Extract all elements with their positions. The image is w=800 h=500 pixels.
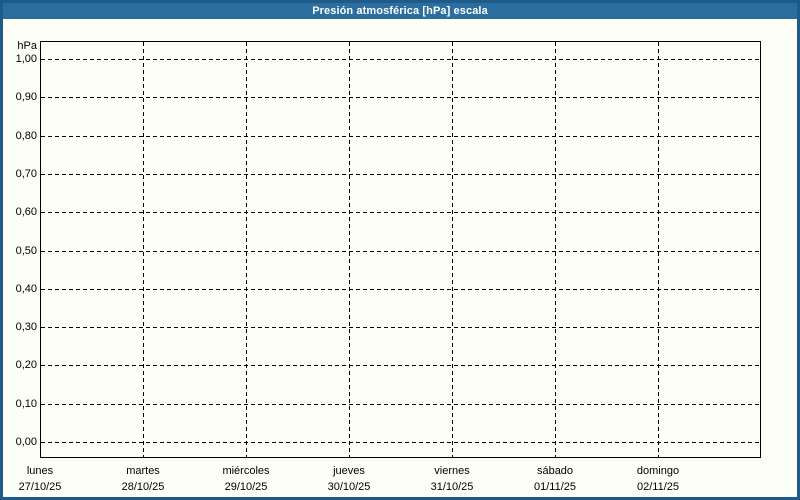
y-gridline (41, 288, 760, 290)
x-gridline (246, 42, 247, 457)
x-tick-label: lunes 27/10/25 (3, 463, 91, 495)
y-axis-unit-label: hPa (17, 40, 37, 52)
x-axis-date-label: 31/10/25 (430, 481, 474, 493)
y-gridline (41, 365, 760, 367)
y-tick-label: 0,90 (15, 91, 37, 104)
y-tick-label: 0,10 (15, 397, 37, 410)
y-tick-label: 0,60 (15, 206, 37, 219)
x-axis-date-label: 02/11/25 (636, 481, 679, 493)
x-tick-label: viernes 31/10/25 (401, 463, 503, 495)
y-tick-label: 0,50 (15, 244, 37, 257)
x-axis-date-label: 30/10/25 (327, 481, 371, 493)
x-axis-day-label: miércoles (222, 465, 270, 477)
x-axis-day-label: jueves (333, 465, 365, 477)
y-tick-label: 0,40 (15, 282, 37, 295)
x-tick-label: jueves 30/10/25 (298, 463, 400, 495)
y-gridline (41, 327, 760, 329)
x-tick-label: miércoles 29/10/25 (195, 463, 297, 495)
y-tick-label: 0,00 (15, 436, 37, 448)
x-tick-label: martes 28/10/25 (92, 463, 194, 495)
y-tick-label: 0,80 (15, 129, 37, 142)
y-gridline (41, 135, 760, 137)
y-gridline (41, 59, 760, 60)
y-gridline (41, 250, 760, 252)
x-axis-date-label: 01/11/25 (533, 481, 576, 493)
plot-area (40, 41, 761, 458)
y-gridline (41, 97, 760, 99)
x-gridline (143, 42, 144, 457)
y-tick-label: 0,70 (15, 167, 37, 180)
y-tick-label: 0,20 (15, 359, 37, 372)
x-gridline (452, 42, 453, 457)
y-tick-label: 1,00 (15, 53, 37, 65)
chart-title-bar: Presión atmosférica [hPa] escala (3, 3, 797, 19)
y-gridline (41, 442, 760, 443)
y-gridline (41, 173, 760, 175)
x-axis-date-label: 27/10/25 (18, 481, 62, 493)
x-tick-label: domingo 02/11/25 (607, 463, 709, 495)
x-gridline (658, 42, 659, 457)
x-axis-day-label: domingo (636, 465, 680, 477)
y-gridline (41, 212, 760, 214)
x-gridline (555, 42, 556, 457)
y-gridline (41, 403, 760, 405)
x-axis-day-label: sábado (536, 465, 574, 477)
x-axis-date-label: 29/10/25 (224, 481, 268, 493)
x-gridline (349, 42, 350, 457)
x-tick-label: sábado 01/11/25 (504, 463, 606, 495)
x-axis-day-label: martes (126, 465, 160, 477)
x-axis-day-label: lunes (26, 465, 54, 477)
x-axis-date-label: 28/10/25 (121, 481, 165, 493)
x-axis-day-label: viernes (434, 465, 470, 477)
y-tick-label: 0,30 (15, 321, 37, 334)
chart-title: Presión atmosférica [hPa] escala (312, 5, 488, 17)
